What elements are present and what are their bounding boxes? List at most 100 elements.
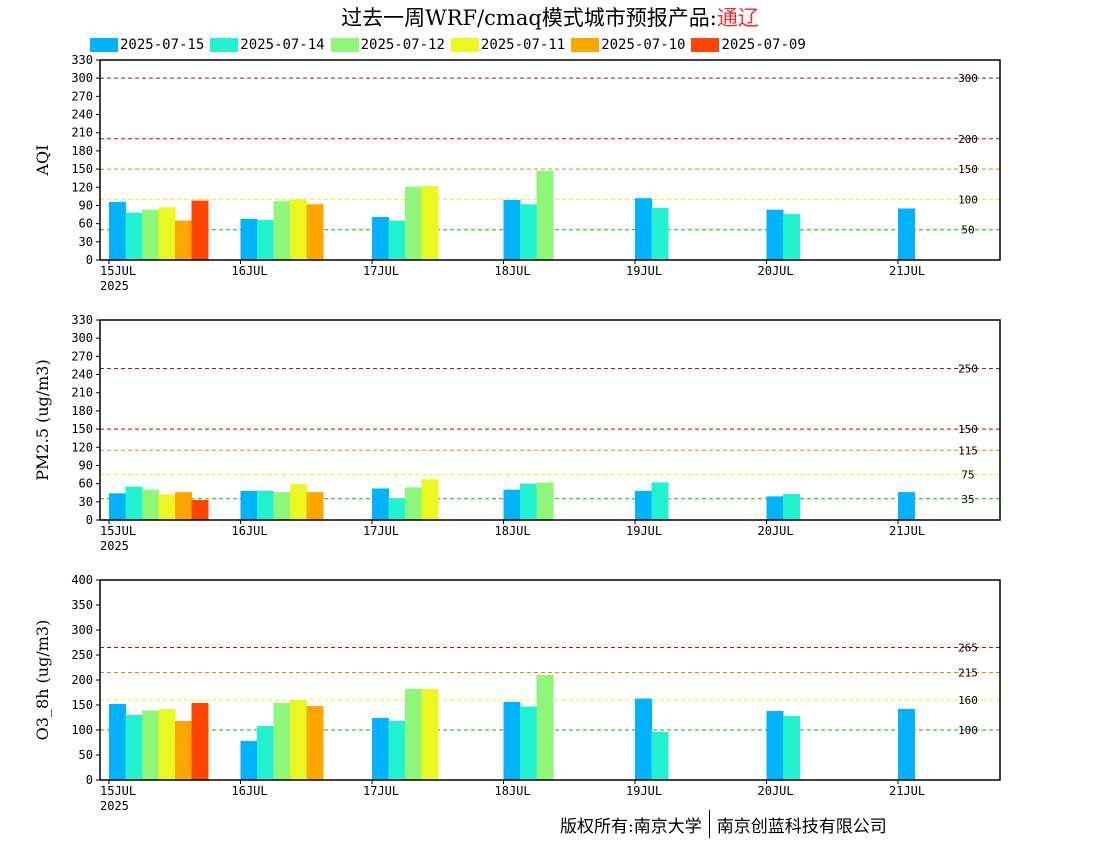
bar bbox=[109, 704, 126, 780]
bar bbox=[257, 220, 274, 260]
copyright-left: 版权所有:南京大学 bbox=[560, 816, 702, 837]
bar bbox=[783, 716, 800, 780]
title-city: 通辽 bbox=[716, 6, 759, 30]
y-tick-label: 250 bbox=[71, 648, 93, 662]
y-tick-label: 100 bbox=[71, 723, 93, 737]
bar bbox=[372, 718, 389, 780]
y-tick-label: 400 bbox=[71, 573, 93, 587]
bar bbox=[290, 700, 307, 780]
threshold-label: 150 bbox=[958, 423, 978, 436]
bar bbox=[520, 706, 537, 780]
y-axis-label: O3_8h (ug/m3) bbox=[33, 620, 52, 741]
bar bbox=[651, 482, 669, 520]
legend-swatch bbox=[571, 38, 600, 52]
x-year-label: 2025 bbox=[100, 539, 129, 553]
bar bbox=[175, 721, 192, 780]
legend-swatch bbox=[330, 38, 359, 52]
x-tick-label: 18JUL bbox=[495, 264, 531, 278]
y-tick-label: 240 bbox=[71, 368, 93, 382]
bar bbox=[191, 500, 209, 520]
y-tick-label: 150 bbox=[71, 162, 93, 176]
legend-item: 2025-07-10 bbox=[571, 37, 685, 53]
x-tick-label: 15JUL bbox=[100, 784, 136, 798]
y-tick-label: 200 bbox=[71, 673, 93, 687]
bar bbox=[766, 209, 784, 260]
legend-label: 2025-07-09 bbox=[721, 37, 806, 53]
legend-label: 2025-07-10 bbox=[601, 37, 686, 53]
x-tick-label: 20JUL bbox=[758, 264, 794, 278]
y-tick-label: 120 bbox=[71, 180, 93, 194]
bar bbox=[520, 483, 537, 520]
x-tick-label: 19JUL bbox=[626, 264, 662, 278]
y-tick-label: 240 bbox=[71, 108, 93, 122]
y-tick-label: 50 bbox=[79, 748, 93, 762]
bar bbox=[898, 709, 915, 780]
bar bbox=[175, 220, 192, 260]
bar bbox=[766, 496, 784, 520]
bar bbox=[520, 204, 537, 260]
bar bbox=[240, 741, 258, 780]
x-tick-label: 19JUL bbox=[626, 524, 662, 538]
bar bbox=[651, 732, 669, 780]
threshold-label: 150 bbox=[958, 163, 978, 176]
bar bbox=[306, 706, 324, 780]
threshold-label: 200 bbox=[958, 133, 978, 146]
bar bbox=[635, 198, 652, 260]
threshold-label: 100 bbox=[958, 193, 978, 206]
bar bbox=[158, 494, 176, 520]
y-tick-label: 120 bbox=[71, 440, 93, 454]
y-axis-label: PM2.5 (ug/m3) bbox=[33, 359, 52, 480]
y-tick-label: 350 bbox=[71, 598, 93, 612]
bar bbox=[898, 492, 915, 520]
bar bbox=[290, 484, 307, 520]
bar bbox=[388, 498, 406, 520]
threshold-label: 35 bbox=[961, 493, 974, 506]
legend-item: 2025-07-14 bbox=[210, 37, 325, 53]
y-tick-label: 330 bbox=[71, 313, 93, 327]
bar bbox=[158, 709, 176, 780]
chart-title: 过去一周WRF/cmaq模式城市预报产品:通辽 bbox=[0, 2, 1100, 32]
x-tick-label: 15JUL bbox=[100, 264, 136, 278]
bar bbox=[536, 482, 554, 520]
x-tick-label: 16JUL bbox=[232, 524, 268, 538]
legend-item: 2025-07-09 bbox=[691, 37, 806, 53]
x-tick-label: 16JUL bbox=[232, 784, 268, 798]
legend-item: 2025-07-15 bbox=[90, 37, 204, 53]
bar bbox=[405, 689, 422, 780]
bar bbox=[142, 489, 159, 520]
bar bbox=[290, 199, 307, 260]
threshold-label: 265 bbox=[958, 642, 978, 655]
title-main: 过去一周WRF/cmaq模式城市预报产品: bbox=[341, 6, 717, 30]
bar bbox=[783, 213, 800, 260]
legend-label: 2025-07-11 bbox=[480, 37, 566, 53]
bar bbox=[125, 212, 143, 260]
legend-item: 2025-07-12 bbox=[330, 37, 445, 53]
bar bbox=[142, 710, 159, 780]
x-tick-label: 21JUL bbox=[889, 264, 925, 278]
y-tick-label: 300 bbox=[71, 623, 93, 637]
x-tick-label: 17JUL bbox=[363, 264, 399, 278]
y-tick-label: 0 bbox=[86, 253, 93, 267]
legend-label: 2025-07-12 bbox=[360, 37, 445, 53]
bar bbox=[306, 204, 324, 260]
bar bbox=[306, 492, 324, 520]
y-tick-label: 30 bbox=[79, 495, 93, 509]
bar bbox=[503, 200, 521, 260]
chart-panel-1: 300 200 150 100 50 0 30 60 90 120 150 180 210 240 270 3… bbox=[33, 53, 1001, 293]
chart-panel-3: 265 215 160 100 0 50 100 150 200 250 300 350 400 15JU… bbox=[33, 573, 1001, 813]
bar bbox=[109, 493, 126, 520]
bar bbox=[191, 703, 209, 780]
plot-frame bbox=[99, 59, 1001, 261]
y-tick-label: 150 bbox=[71, 698, 93, 712]
bar bbox=[536, 170, 554, 260]
bar bbox=[240, 218, 258, 260]
x-tick-label: 20JUL bbox=[758, 784, 794, 798]
y-tick-label: 330 bbox=[71, 53, 93, 67]
legend-swatch bbox=[691, 38, 720, 52]
y-tick-label: 270 bbox=[71, 349, 93, 363]
bar bbox=[536, 675, 554, 780]
footer-separator bbox=[708, 810, 710, 838]
bar bbox=[109, 201, 126, 260]
bar bbox=[405, 186, 422, 260]
y-tick-label: 0 bbox=[86, 513, 93, 527]
